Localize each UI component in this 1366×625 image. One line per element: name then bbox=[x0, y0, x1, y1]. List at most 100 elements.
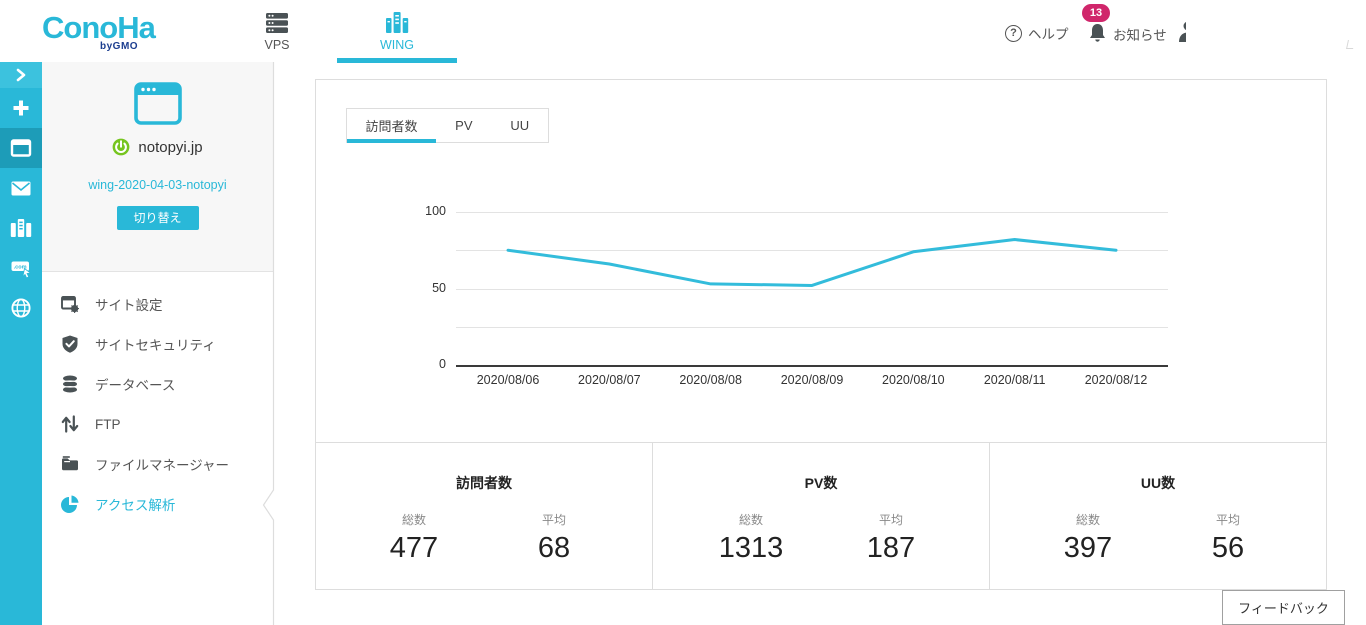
access-analytics-icon bbox=[61, 495, 79, 513]
help-link[interactable]: ? ヘルプ bbox=[1005, 23, 1069, 43]
stat-total-label: 総数 bbox=[738, 513, 763, 527]
stat-avg-value: 56 bbox=[1211, 532, 1245, 564]
rail-expand-button[interactable] bbox=[0, 62, 42, 88]
nav-vps-label: VPS bbox=[264, 38, 290, 52]
chevron-right-icon bbox=[16, 68, 26, 82]
nav-tab-vps[interactable]: VPS bbox=[217, 8, 337, 62]
rail-item-add[interactable] bbox=[0, 88, 42, 128]
x-tick-label: 2020/08/06 bbox=[476, 373, 540, 387]
menu-item-access-analytics[interactable]: アクセス解析 bbox=[42, 484, 273, 524]
chart-plot bbox=[456, 212, 1168, 367]
stat-title: PV数 bbox=[804, 475, 838, 491]
feedback-button[interactable]: フィードバック bbox=[1222, 590, 1345, 625]
stats-row: 訪問者数 総数 477 平均 68 PV数 総数 1313 bbox=[315, 443, 1327, 590]
active-nav-underline bbox=[337, 58, 457, 63]
x-tick-label: 2020/08/07 bbox=[578, 373, 641, 387]
x-tick-label: 2020/08/10 bbox=[882, 373, 945, 387]
rail-item-network[interactable] bbox=[0, 288, 42, 328]
domain-com-icon: .com bbox=[11, 261, 32, 279]
switch-site-button[interactable]: 切り替え bbox=[116, 206, 199, 230]
x-tick-label: 2020/08/08 bbox=[679, 373, 742, 387]
site-security-icon bbox=[62, 335, 78, 353]
site-browser-icon bbox=[42, 62, 273, 130]
site-info-box: notopyi.jp wing-2020-04-03-notopyi 切り替え bbox=[42, 62, 273, 272]
menu-label: サイトセキュリティ bbox=[95, 338, 216, 353]
tab-uu[interactable]: UU bbox=[492, 109, 548, 142]
tab-visitors[interactable]: 訪問者数 bbox=[347, 109, 437, 143]
stat-title: UU数 bbox=[1140, 475, 1176, 491]
x-tick-label: 2020/08/09 bbox=[780, 373, 844, 387]
stat-avg-value: 187 bbox=[866, 532, 916, 564]
visitors-line-series bbox=[506, 238, 1118, 287]
stat-title: 訪問者数 bbox=[456, 475, 512, 491]
site-domain: notopyi.jp bbox=[138, 138, 203, 156]
menu-label: データベース bbox=[95, 378, 176, 393]
site-settings-icon bbox=[61, 296, 79, 313]
server-name-link[interactable]: wing-2020-04-03-notopyi bbox=[88, 178, 227, 192]
power-status-icon bbox=[112, 138, 130, 156]
help-question-icon: ? bbox=[1005, 24, 1022, 42]
conoha-logo[interactable]: ConoHa byGMO bbox=[42, 10, 182, 54]
ftp-icon bbox=[61, 415, 79, 433]
ui-artifact-mark bbox=[1346, 40, 1355, 49]
tab-pv[interactable]: PV bbox=[436, 109, 491, 142]
stat-card-visitors: 訪問者数 総数 477 平均 68 bbox=[315, 443, 653, 590]
globe-icon bbox=[11, 298, 31, 318]
stat-total-value: 1313 bbox=[718, 532, 784, 564]
rail-item-mail[interactable] bbox=[0, 168, 42, 208]
icon-rail: .com bbox=[0, 62, 42, 625]
sidebar-menu: サイト設定 サイトセキュリティ データベース FTP bbox=[42, 272, 273, 524]
nav-wing-label: WING bbox=[379, 38, 415, 52]
rail-item-sites[interactable] bbox=[0, 128, 42, 168]
site-domain-row: notopyi.jp bbox=[42, 138, 273, 156]
tab-label: UU bbox=[510, 118, 530, 133]
stat-total-label: 総数 bbox=[401, 513, 426, 527]
chart-y-axis-labels: 0 50 100 bbox=[404, 204, 446, 372]
menu-item-database[interactable]: データベース bbox=[42, 364, 273, 404]
menu-item-site-security[interactable]: サイトセキュリティ bbox=[42, 324, 273, 364]
gridline-75 bbox=[456, 250, 1168, 252]
analytics-chart-card: 訪問者数 PV UU 0 50 100 2020/08/06 2020/08/07 20… bbox=[315, 79, 1327, 443]
x-axis-line bbox=[456, 365, 1168, 367]
stat-avg-label: 平均 bbox=[878, 513, 903, 527]
stat-total-value: 477 bbox=[389, 532, 439, 564]
file-manager-icon bbox=[62, 456, 78, 471]
mail-icon bbox=[11, 181, 31, 195]
menu-item-file-manager[interactable]: ファイルマネージャー bbox=[42, 444, 273, 484]
main-content: 訪問者数 PV UU 0 50 100 2020/08/06 2020/08/07 20… bbox=[273, 62, 1366, 625]
stat-total-label: 総数 bbox=[1075, 513, 1100, 527]
stat-avg-label: 平均 bbox=[541, 513, 566, 527]
server-icon bbox=[10, 219, 32, 237]
gridline-100 bbox=[456, 212, 1168, 213]
x-tick-label: 2020/08/12 bbox=[1084, 373, 1148, 387]
menu-label: サイト設定 bbox=[95, 298, 163, 313]
account-user-icon[interactable] bbox=[1172, 20, 1186, 42]
stat-card-pv: PV数 総数 1313 平均 187 bbox=[653, 443, 990, 590]
menu-item-site-settings[interactable]: サイト設定 bbox=[42, 284, 273, 324]
sidebar-panel: notopyi.jp wing-2020-04-03-notopyi 切り替え … bbox=[42, 62, 273, 625]
notification-count-badge: 13 bbox=[1082, 4, 1110, 22]
panel-edge-notch bbox=[262, 62, 275, 625]
bell-icon bbox=[1090, 24, 1105, 42]
notice-link[interactable]: お知らせ bbox=[1088, 23, 1167, 44]
database-icon bbox=[63, 375, 77, 393]
menu-label: ファイルマネージャー bbox=[95, 458, 230, 473]
chart-tab-group: 訪問者数 PV UU bbox=[346, 108, 549, 143]
gridline-50 bbox=[456, 288, 1168, 290]
chart-x-axis-labels: 2020/08/06 2020/08/07 2020/08/08 2020/08/09… bbox=[456, 373, 1168, 391]
y-tick-label: 0 bbox=[439, 357, 446, 371]
tab-label: PV bbox=[455, 118, 473, 133]
rail-item-domains[interactable]: .com bbox=[0, 248, 42, 288]
window-icon bbox=[10, 139, 32, 157]
tab-label: 訪問者数 bbox=[365, 119, 418, 134]
plus-icon bbox=[13, 100, 29, 116]
rail-item-servers[interactable] bbox=[0, 208, 42, 248]
stat-total-value: 397 bbox=[1063, 532, 1113, 564]
y-tick-label: 50 bbox=[432, 280, 446, 295]
y-tick-label: 100 bbox=[425, 204, 446, 218]
menu-item-ftp[interactable]: FTP bbox=[42, 404, 273, 444]
nav-tab-wing[interactable]: WING bbox=[337, 8, 457, 62]
logo-brand-text: ConoHa bbox=[42, 10, 156, 45]
svg-text:.com: .com bbox=[13, 265, 26, 271]
logo-sub-text: byGMO bbox=[100, 41, 139, 52]
